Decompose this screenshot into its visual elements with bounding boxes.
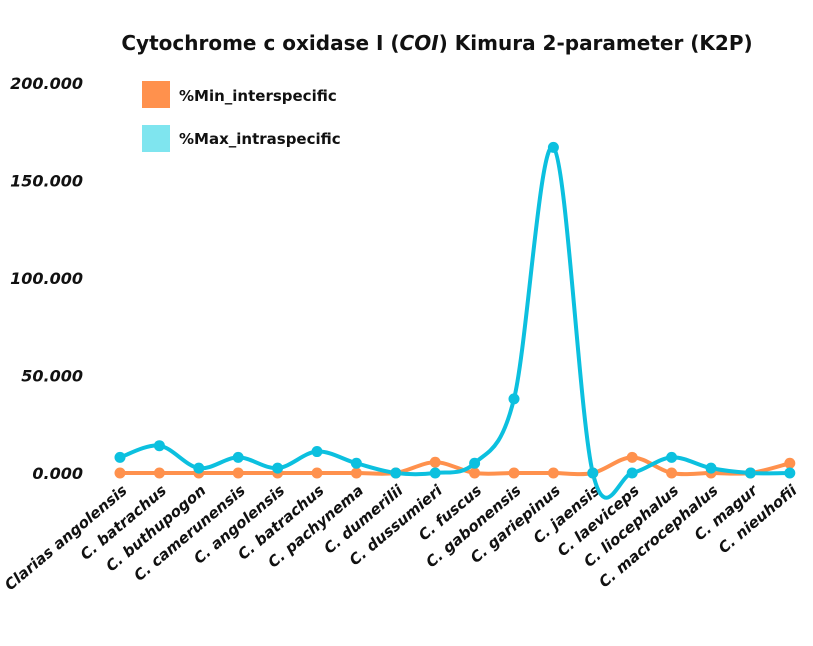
y-axis: 0.000 50.000 100.000 150.000 200.000	[10, 74, 83, 483]
series-points	[114, 141, 796, 479]
title-part-2: COI	[400, 31, 440, 55]
y-tick-label: 200.000	[10, 74, 83, 93]
series-lines	[118, 145, 792, 500]
data-point-series-1	[784, 467, 796, 479]
data-point-series-1	[626, 467, 638, 479]
data-point-series-0	[429, 456, 441, 468]
title-part-1: Cytochrome c oxidase I (	[121, 31, 399, 55]
data-point-series-1	[508, 393, 520, 405]
data-point-series-0	[350, 467, 362, 479]
legend: %Min_interspecific %Max_intraspecific	[142, 81, 341, 152]
data-point-series-1	[114, 451, 126, 463]
y-tick-label: 0.000	[32, 464, 83, 483]
data-point-series-1	[311, 446, 323, 458]
data-point-series-0	[508, 467, 520, 479]
data-point-series-1	[666, 451, 678, 463]
data-point-series-1	[272, 462, 284, 474]
data-point-series-1	[390, 467, 402, 479]
legend-label-max-intraspecific: %Max_intraspecific	[179, 130, 341, 148]
chart-title: Cytochrome c oxidase I (COI) Kimura 2-pa…	[121, 31, 752, 55]
title-part-3: ) Kimura 2-parameter (K2P)	[439, 31, 753, 55]
data-point-series-0	[469, 467, 481, 479]
y-tick-label: 50.000	[21, 367, 83, 386]
data-point-series-0	[153, 467, 165, 479]
data-point-series-1	[547, 141, 559, 153]
y-tick-label: 150.000	[10, 172, 83, 191]
legend-label-min-interspecific: %Min_interspecific	[179, 87, 337, 105]
data-point-series-0	[626, 451, 638, 463]
data-point-series-1	[705, 462, 717, 474]
data-point-series-0	[311, 467, 323, 479]
data-point-series-1	[744, 467, 756, 479]
y-tick-label: 100.000	[10, 269, 83, 288]
data-point-series-1	[587, 467, 599, 479]
data-point-series-1	[469, 457, 481, 469]
data-point-series-0	[114, 467, 126, 479]
data-point-series-0	[666, 467, 678, 479]
legend-swatch-max-intraspecific	[142, 125, 170, 152]
data-point-series-0	[547, 467, 559, 479]
data-point-series-1	[232, 451, 244, 463]
data-point-series-1	[153, 440, 165, 452]
data-point-series-0	[784, 457, 796, 469]
series-line-1	[118, 145, 792, 500]
data-point-series-1	[350, 457, 362, 469]
legend-swatch-min-interspecific	[142, 81, 170, 108]
data-point-series-1	[429, 467, 441, 479]
data-point-series-0	[232, 467, 244, 479]
data-point-series-1	[193, 462, 205, 474]
